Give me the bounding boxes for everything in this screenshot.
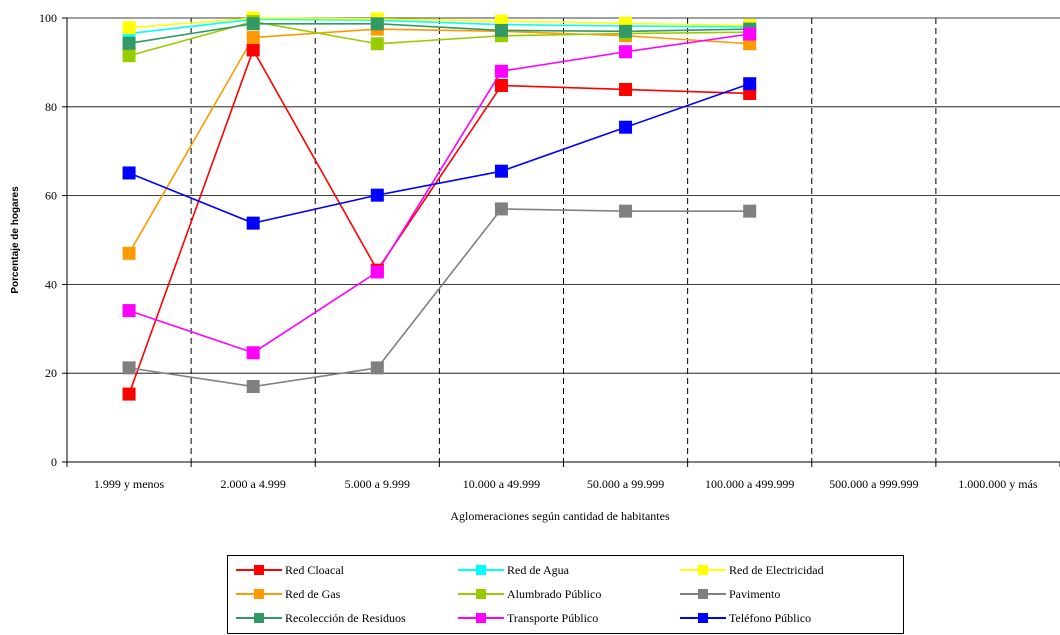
data-point (743, 37, 757, 51)
legend-swatch (680, 613, 726, 623)
x-tick-label: 1.999 y menos (94, 477, 165, 491)
legend-item: Red Cloacal (236, 559, 344, 581)
data-point (246, 17, 260, 31)
legend-item: Red de Gas (236, 583, 340, 605)
legend-label: Alumbrado Público (507, 586, 602, 601)
x-tick-label: 5.000 a 9.999 (345, 477, 410, 491)
legend-label: Red de Gas (285, 586, 341, 601)
y-tick-label: 0 (51, 455, 57, 469)
data-point (494, 78, 508, 92)
data-point (122, 361, 136, 375)
series-line (128, 28, 750, 254)
y-tick-label: 60 (45, 189, 57, 203)
data-point (246, 346, 260, 360)
data-point (619, 204, 633, 218)
data-point (743, 86, 757, 100)
legend-swatch (680, 589, 726, 599)
data-point (743, 77, 757, 91)
series-line (128, 208, 750, 388)
x-tick-label: 2.000 a 4.999 (221, 477, 286, 491)
legend-swatch (680, 565, 726, 575)
gridlines (62, 17, 1060, 463)
y-tick-label: 20 (45, 366, 57, 380)
series-markers (122, 11, 757, 401)
data-point (122, 387, 136, 401)
line-chart: 0 20 40 60 80 100 1.999 y menos 2.000 a 4.999 5… (10, 11, 1060, 523)
y-tick-label: 80 (45, 100, 57, 114)
x-tick-label: 10.000 a 49.999 (463, 477, 540, 491)
x-axis-title: Aglomeraciones según cantidad de habitan… (450, 509, 670, 523)
x-tick-label: 50.000 a 99.999 (587, 477, 664, 491)
legend-item: Red de Electricidad (680, 559, 824, 581)
x-tick-label: 100.000 a 499.999 (705, 477, 794, 491)
data-point (619, 82, 633, 96)
data-point (619, 24, 633, 38)
data-point (370, 188, 384, 202)
data-point (122, 36, 136, 50)
y-tick-label: 100 (39, 11, 57, 25)
data-point (122, 246, 136, 260)
data-point (494, 202, 508, 216)
data-point (619, 120, 633, 134)
legend-label: Teléfono Público (729, 610, 812, 625)
data-point (494, 64, 508, 78)
data-point (370, 265, 384, 279)
series-line (128, 18, 750, 35)
data-point (122, 166, 136, 180)
legend-swatch (458, 565, 504, 575)
data-point (370, 361, 384, 375)
data-point (370, 37, 384, 51)
legend-swatch (236, 565, 282, 575)
x-tick-label: 1.000.000 y más (958, 477, 1038, 491)
legend-label: Transporte Público (507, 610, 599, 625)
data-point (494, 23, 508, 37)
data-point (122, 304, 136, 318)
data-point (370, 17, 384, 31)
y-axis-title: Porcentaje de hogares (10, 186, 21, 294)
legend-label: Red de Electricidad (729, 562, 824, 577)
series-line (128, 33, 750, 354)
series-lines (128, 17, 750, 395)
series-line (128, 17, 750, 29)
legend-item: Pavimento (680, 583, 780, 605)
data-point (246, 216, 260, 230)
legend-item: Red de Agua (458, 559, 569, 581)
series-line (128, 82, 750, 224)
legend: Red Cloacal Red de Agua Red de Electricida… (227, 555, 904, 634)
y-tick-labels: 0 20 40 60 80 100 (39, 11, 57, 469)
legend-label: Pavimento (729, 586, 781, 601)
legend-label: Recolección de Residuos (285, 610, 406, 625)
x-tick-labels: 1.999 y menos 2.000 a 4.999 5.000 a 9.999 1… (94, 477, 1038, 491)
legend-item: Recolección de Residuos (236, 607, 406, 629)
data-point (122, 49, 136, 63)
data-point (743, 204, 757, 218)
y-tick-label: 40 (45, 277, 57, 291)
axes (66, 18, 1060, 467)
legend-label: Red de Agua (507, 562, 569, 577)
data-point (122, 21, 136, 35)
category-dividers (190, 18, 937, 462)
legend-swatch (236, 589, 282, 599)
data-point (619, 45, 633, 59)
data-point (743, 27, 757, 41)
series-line (128, 22, 750, 45)
legend-swatch (458, 613, 504, 623)
series-line (128, 48, 750, 395)
x-tick-label: 500.000 a 999.999 (829, 477, 918, 491)
legend-label: Red Cloacal (285, 562, 344, 577)
legend-item: Alumbrado Público (458, 583, 601, 605)
data-point (494, 164, 508, 178)
legend-swatch (236, 613, 282, 623)
data-point (246, 43, 260, 57)
legend-swatch (458, 589, 504, 599)
data-point (246, 380, 260, 394)
legend-item: Transporte Público (458, 607, 598, 629)
legend-item: Teléfono Público (680, 607, 811, 629)
data-point (246, 31, 260, 45)
